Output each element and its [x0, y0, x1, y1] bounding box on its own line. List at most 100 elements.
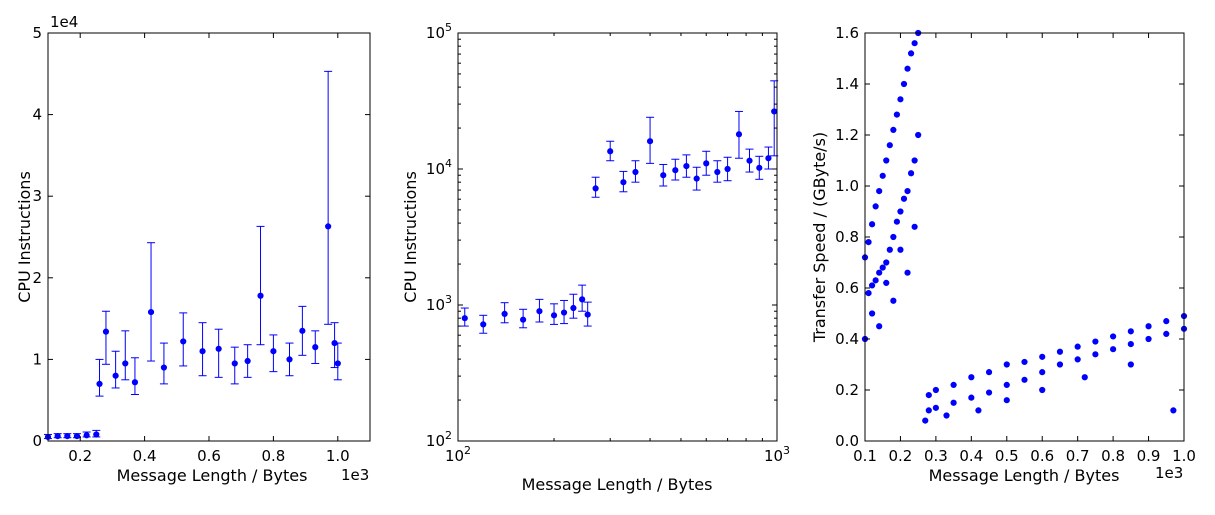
panel-3-x-tick-label: 0.3	[924, 447, 948, 465]
panel-2-data-point	[461, 315, 468, 322]
panel-3-data-point	[883, 259, 890, 266]
panel-3-ticks: 0.1 0.2 0.3 0.4 0.5 0.6 0.7 0.8 0.9 1.0 0.0 0.2 0.4 0…	[835, 24, 1196, 465]
panel-3-data-point	[1074, 343, 1081, 350]
panel-1-data-point	[131, 379, 139, 386]
panel-1-data-point	[147, 308, 155, 316]
panel-1-y-tick-label: 2	[32, 269, 42, 287]
panel-3-data-point	[943, 412, 950, 419]
panel-3-data-point	[890, 126, 897, 133]
panel-3-data-point	[968, 394, 975, 401]
panel-1-data-point	[93, 431, 100, 438]
panel-3-data-point	[1163, 330, 1170, 337]
panel-2-data-point	[703, 160, 710, 167]
panel-3-data-point	[911, 157, 918, 164]
panel-3-data-point	[890, 297, 897, 304]
panel-1-data-point	[215, 345, 222, 352]
panel-3-y-tick-label: 0.2	[835, 381, 859, 399]
panel-3-data-point	[1092, 351, 1099, 358]
panel-1-data-point	[231, 360, 238, 367]
panel-2-data-point	[646, 138, 654, 145]
panel-3-data-point	[985, 369, 993, 376]
panel-2-data-point	[714, 168, 721, 176]
panel-3-data-point	[907, 50, 915, 57]
panel-2-x-tick-exponent: 3	[783, 444, 790, 457]
panel-1-y-axis-label: CPU Instructions	[15, 171, 34, 303]
panel-2-axes-frame	[457, 32, 778, 442]
panel-3-data-point	[1127, 341, 1134, 348]
panel-2-data-point	[480, 321, 487, 328]
panel-3-data-point	[868, 221, 876, 228]
panel-3-data-point	[876, 188, 883, 195]
panel-3-data-point	[886, 246, 893, 253]
panel-3-data-point	[1127, 328, 1134, 335]
panel-1-data-point	[180, 338, 187, 345]
panel-3-y-tick-label: 0.4	[835, 330, 859, 348]
panel-3-x-tick-label: 1.0	[1172, 447, 1196, 465]
panel-3-data-point	[900, 80, 908, 88]
panel-3-data-point	[950, 381, 957, 388]
panel-3-data-point	[904, 269, 911, 276]
panel-3-data-point	[904, 65, 911, 72]
panel-1-data-point	[325, 223, 332, 230]
panel-1-data-point	[299, 327, 306, 334]
panel-1-y-offset-label: 1e4	[50, 13, 78, 31]
panel-1-data-point	[96, 380, 103, 387]
panel-2-y-tick-exponent: 4	[445, 157, 452, 170]
panel-1-data-point	[64, 433, 71, 440]
panel-3-data-point	[911, 40, 918, 47]
panel-1-x-tick-label: 1.0	[326, 447, 350, 465]
panel-2-data-point	[771, 108, 778, 115]
panel-3: 0.1 0.2 0.3 0.4 0.5 0.6 0.7 0.8 0.9 1.0 0.0 0.2 0.4 0…	[810, 24, 1196, 485]
panel-3-x-tick-label: 0.1	[853, 447, 877, 465]
panel-3-data-point	[985, 389, 993, 396]
panel-3-data-point	[911, 223, 918, 230]
panel-2-data-point	[501, 310, 508, 318]
panel-3-y-tick-label: 0.0	[835, 432, 859, 450]
panel-3-data-point	[1056, 361, 1064, 368]
panel-3-data-point	[883, 279, 890, 286]
panel-3-data-point	[968, 374, 975, 381]
panel-3-data-point	[1003, 397, 1010, 404]
panel-1-data-point	[244, 357, 251, 365]
panel-3-data-point	[879, 172, 886, 179]
panel-1-x-tick-label: 0.2	[68, 447, 92, 465]
panel-3-y-tick-label: 1.6	[835, 24, 859, 42]
panel-3-y-axis-label: Transfer Speed / (GByte/s)	[810, 132, 829, 343]
panel-2-x-tick-label: 102	[445, 444, 471, 465]
panel-3-data-point	[1039, 386, 1046, 394]
panel-3-data-point	[900, 195, 908, 202]
panel-3-y-tick-label: 1.4	[835, 75, 859, 93]
panel-3-y-tick-label: 0.6	[835, 279, 859, 297]
panel-3-data-point	[876, 269, 883, 276]
panel-3-x-tick-label: 0.7	[1066, 447, 1090, 465]
panel-3-data-point	[1170, 407, 1177, 414]
panel-2-data-marks	[460, 80, 779, 334]
panel-1-data-point	[160, 364, 168, 371]
panel-1-y-tick-label: 3	[32, 187, 42, 205]
panel-3-data-point	[893, 218, 901, 225]
panel-3-y-tick-label: 1.0	[835, 177, 859, 195]
panel-3-data-point	[897, 96, 904, 103]
panel-2-data-point	[560, 309, 568, 316]
panel-2-data-point	[550, 312, 558, 319]
panel-3-data-point	[865, 239, 872, 246]
panel-1-data-marks	[44, 70, 342, 441]
panel-3-data-point	[897, 246, 904, 253]
panel-2-data-point	[620, 179, 627, 186]
panel-2-data-point	[724, 165, 731, 173]
panel-3-data-point	[932, 404, 939, 411]
panel-2-data-point	[746, 157, 753, 164]
panel-1-x-tick-label: 0.8	[261, 447, 285, 465]
panel-3-data-point	[904, 188, 911, 195]
panel-3-data-point	[915, 131, 922, 139]
panel-2-y-tick-exponent: 5	[445, 21, 452, 34]
panel-3-data-point	[1039, 353, 1046, 360]
panel-2-y-axis-label: CPU Instructions	[401, 171, 420, 303]
panel-2-data-point	[607, 148, 614, 155]
panel-3-data-point	[868, 310, 876, 317]
panel-1-data-point	[102, 328, 110, 335]
panel-1-data-point	[54, 433, 61, 440]
panel-2-data-point	[632, 168, 639, 176]
